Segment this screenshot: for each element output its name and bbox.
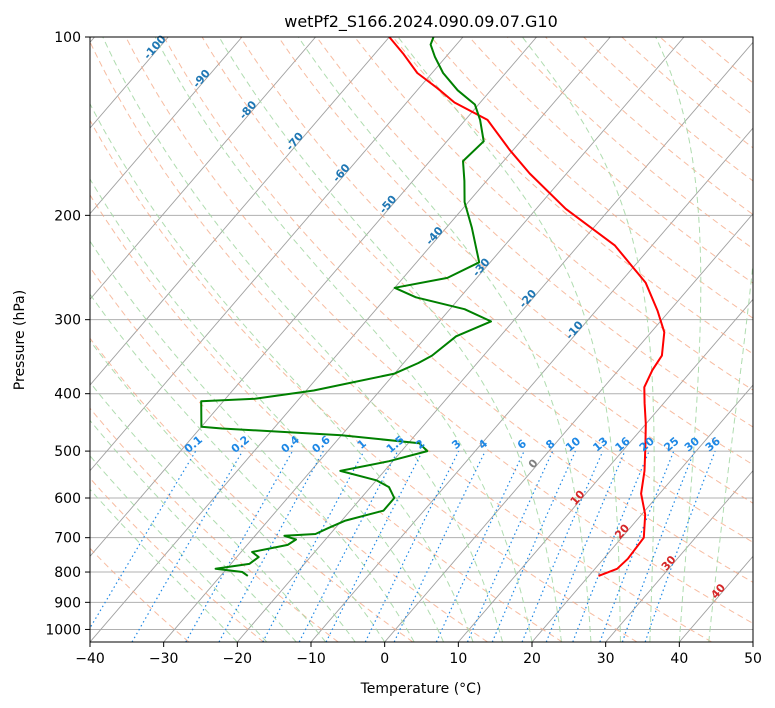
moist-adiabat-line (655, 37, 702, 642)
moist-adiabat-line (102, 37, 503, 642)
isotherm-line (163, 37, 685, 642)
y-tick-label: 800 (54, 565, 81, 581)
mixing-ratio-line (466, 450, 554, 642)
isotherm-line (90, 37, 611, 642)
isotherm-line (310, 127, 753, 642)
dry-adiabat-line (90, 337, 414, 642)
x-tick-label: 50 (744, 651, 762, 667)
isotherm-line (384, 213, 753, 642)
moist-adiabat-line (90, 381, 327, 642)
isotherm-line (605, 470, 753, 642)
dry-adiabat-line (90, 194, 563, 642)
dewpoint-profile-line (200, 37, 492, 577)
background-lines (90, 37, 753, 642)
y-tick-label: 600 (54, 491, 81, 507)
moist-adiabat-line (90, 178, 445, 642)
mixing-ratio-line (572, 450, 650, 642)
x-axis: −40 −30 −20 −10 0 10 20 30 40 50 (75, 642, 762, 667)
moist-adiabat-line (90, 240, 415, 642)
moist-adiabat-line (90, 339, 356, 642)
dry-adiabat-line (621, 37, 753, 149)
mixing-ratio-line (218, 450, 324, 642)
chart-title: wetPf2_S166.2024.090.09.07.G10 (284, 12, 558, 32)
y-tick-label: 400 (54, 387, 81, 403)
mixing-ratio-line (435, 450, 525, 642)
dry-adiabat-line (316, 37, 753, 428)
isotherm-line (457, 298, 753, 642)
dry-adiabat-line (163, 37, 753, 583)
y-axis-title: Pressure (hPa) (12, 290, 28, 390)
isotherm-line (236, 41, 753, 642)
mixing-ratio-line (545, 450, 626, 642)
isotherm-line (531, 384, 753, 642)
y-axis: 100 200 300 400 500 600 700 800 900 1000 (45, 30, 90, 638)
x-tick-label: 20 (523, 651, 541, 667)
dry-adiabat-line (277, 37, 753, 466)
x-tick-label: 40 (670, 651, 688, 667)
dry-adiabat-line (545, 37, 753, 216)
x-tick-label: −20 (223, 651, 253, 667)
plot-area (90, 37, 753, 642)
x-tick-label: −30 (149, 651, 179, 667)
dry-adiabat-line (90, 119, 638, 642)
moist-adiabat-line (297, 37, 592, 642)
dry-adiabat-line (354, 37, 753, 391)
isotherm-line (90, 37, 390, 386)
y-tick-label: 1000 (45, 622, 81, 638)
mixing-ratio-line (90, 450, 197, 630)
dry-adiabat-line (90, 477, 264, 642)
x-tick-label: 0 (380, 651, 389, 667)
moist-adiabat-line (154, 37, 533, 642)
y-tick-label: 700 (54, 531, 81, 547)
dry-adiabat-line (583, 37, 753, 182)
moist-adiabat-line (90, 455, 268, 642)
moist-adiabat-line (90, 293, 386, 642)
mixing-ratio-line (491, 450, 576, 642)
y-tick-label: 500 (54, 444, 81, 460)
temperature-profile-line (388, 37, 666, 577)
mixing-ratio-line (131, 450, 244, 642)
mixing-ratio-line (185, 450, 294, 642)
data-series (200, 37, 666, 577)
moist-adiabat-line (90, 419, 297, 642)
isotherm-line (90, 37, 316, 301)
x-tick-label: −40 (75, 651, 105, 667)
x-tick-label: 10 (449, 651, 467, 667)
x-tick-label: −10 (296, 651, 326, 667)
x-tick-label: 30 (597, 651, 615, 667)
mixing-ratio-line (364, 450, 460, 642)
y-tick-label: 900 (54, 595, 81, 611)
moist-adiabat-line (90, 102, 474, 642)
dry-adiabat-line (90, 40, 712, 642)
dry-adiabat-line (430, 37, 753, 319)
dry-adiabat-line (507, 37, 753, 250)
isotherm-line (90, 37, 464, 472)
dry-adiabat-line (201, 37, 753, 543)
y-tick-label: 100 (54, 30, 81, 46)
mixing-ratio-line (393, 450, 486, 642)
isotherm-line (90, 37, 537, 557)
y-tick-label: 200 (54, 208, 81, 224)
x-axis-title: Temperature (°C) (360, 681, 482, 697)
plot-frame (89, 36, 754, 643)
moist-adiabat-line (708, 258, 753, 642)
moist-adiabat-line (218, 37, 562, 642)
y-tick-label: 300 (54, 313, 81, 329)
moist-adiabat-line (397, 37, 621, 642)
isotherm-line (90, 37, 243, 215)
dry-adiabat-line (125, 37, 753, 624)
moist-adiabat-line (521, 37, 655, 642)
